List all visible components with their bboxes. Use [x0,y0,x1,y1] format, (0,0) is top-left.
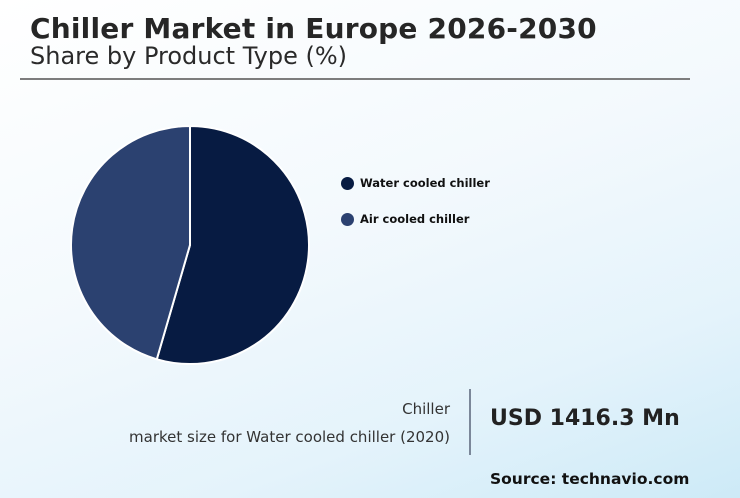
legend-label: Water cooled chiller [360,176,490,190]
pie-slices [70,125,310,365]
legend-dot-icon [341,176,354,190]
pie-chart [70,125,310,365]
stat-label-line1: Chiller [402,400,450,418]
pie-slice-water-cooled-chiller [155,125,310,365]
legend-label: Air cooled chiller [360,212,470,226]
stat-label-line2: market size for Water cooled chiller (20… [129,428,450,446]
title-divider [20,78,690,80]
pie-slice-air-cooled-chiller [70,125,191,361]
legend-dot-icon [341,212,354,226]
stat-divider [469,389,471,455]
legend-item-water-cooled: Water cooled chiller [341,174,490,192]
stat-value: USD 1416.3 Mn [490,406,680,431]
chart-legend: Water cooled chiller Air cooled chiller [341,174,490,246]
chart-subtitle: Share by Product Type (%) [30,42,347,70]
legend-item-air-cooled: Air cooled chiller [341,210,490,228]
chart-title: Chiller Market in Europe 2026-2030 [30,12,597,45]
source-credit: Source: technavio.com [490,470,690,488]
